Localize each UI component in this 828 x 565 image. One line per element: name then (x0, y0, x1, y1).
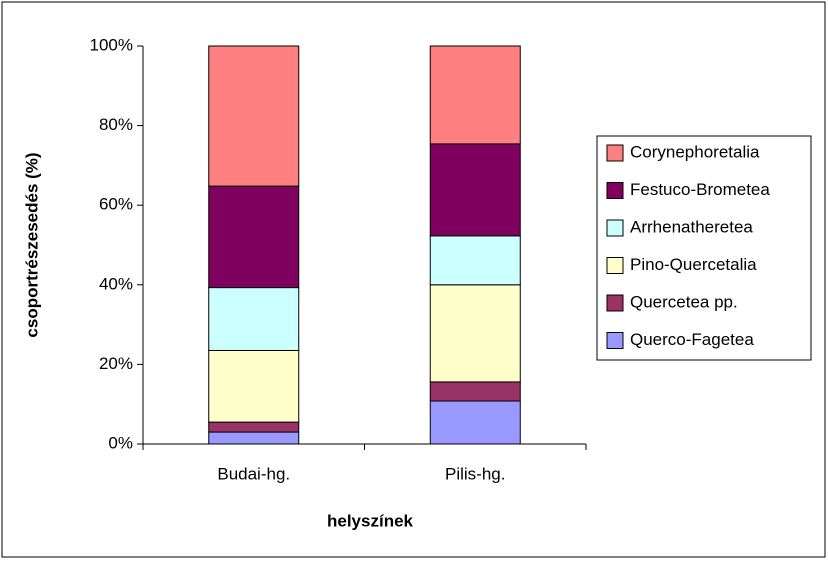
bar-segment (208, 421, 300, 433)
legend-label: Quercetea pp. (630, 292, 738, 311)
x-axis-label: helyszínek (327, 511, 414, 530)
legend-label: Arrhenatheretea (630, 217, 753, 236)
legend-swatch (606, 144, 624, 162)
legend-swatch (606, 219, 624, 237)
legend-label: Festuco-Brometea (630, 180, 770, 199)
bar-segment (429, 381, 521, 402)
bar-segment (208, 349, 300, 423)
legend-swatch (606, 257, 624, 274)
bar-segment (429, 400, 521, 445)
y-tick-label: 100% (90, 35, 133, 54)
bar-segment (208, 431, 300, 445)
legend-swatch (606, 294, 624, 312)
bar-segment (208, 185, 300, 289)
x-tick-label: Pilis-hg. (445, 464, 505, 483)
legend-box (596, 135, 812, 361)
legend-swatch (606, 332, 624, 349)
y-tick-label: 20% (99, 354, 133, 373)
bar-segment (429, 284, 521, 383)
x-tick-label: Budai-hg. (217, 464, 290, 483)
legend-label: Corynephoretalia (630, 142, 760, 161)
bar-segment (208, 287, 300, 351)
legend-label: Pino-Quercetalia (630, 255, 757, 274)
legend-swatch (606, 182, 624, 199)
bar-segment (429, 143, 521, 237)
y-axis-label: csoportrészesedés (%) (22, 152, 41, 337)
bar-segment (208, 45, 300, 187)
legend-label: Querco-Fagetea (630, 330, 754, 349)
y-tick-label: 40% (99, 274, 133, 293)
y-tick-label: 0% (108, 433, 133, 452)
y-tick-label: 60% (99, 195, 133, 214)
bar-segment (429, 45, 521, 145)
bar-segment (429, 235, 521, 286)
y-tick-label: 80% (99, 115, 133, 134)
